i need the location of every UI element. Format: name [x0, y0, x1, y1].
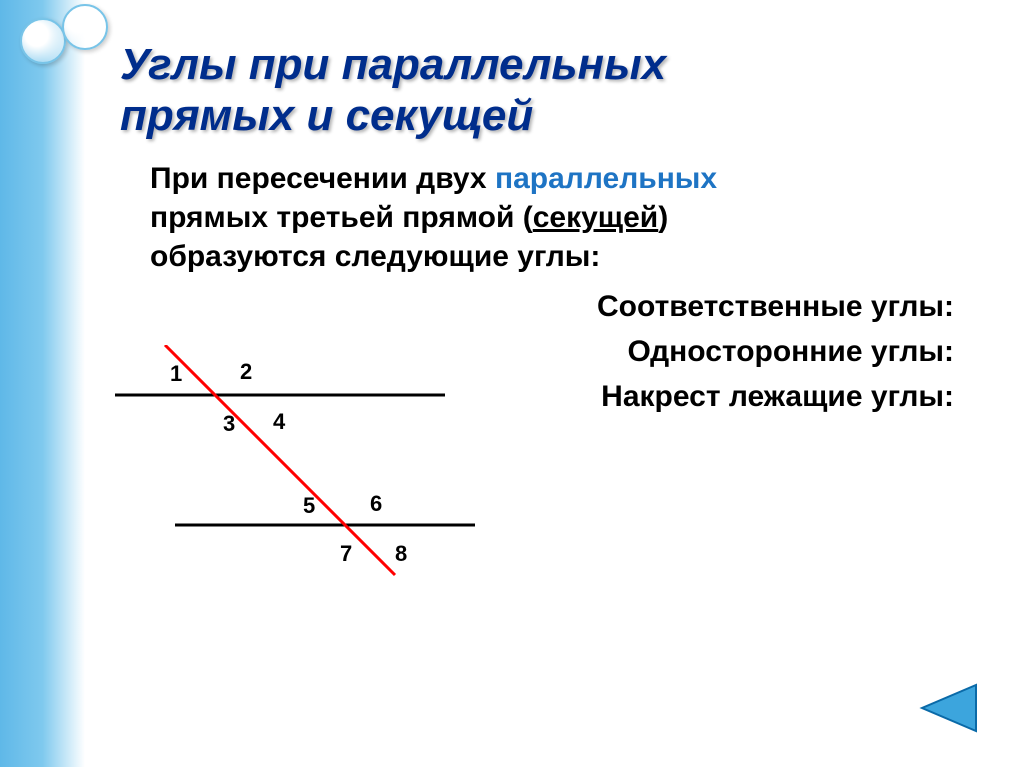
angle-label-4: 4: [273, 409, 286, 434]
nav-back-button[interactable]: [914, 679, 984, 737]
intro-part3: ): [658, 201, 668, 234]
intro-text: При пересечении двух параллельных прямых…: [150, 159, 984, 276]
decor-circle-2: [62, 4, 108, 50]
decor-circle-1: [20, 18, 66, 64]
intro-part2: прямых третьей прямой (: [150, 201, 533, 234]
transversal-line: [165, 345, 395, 575]
angle-type-corresponding: Соответственные углы:: [120, 284, 984, 329]
sidebar-gradient: [0, 0, 85, 767]
angle-label-2: 2: [240, 359, 252, 384]
intro-part1: При пересечении двух: [150, 162, 495, 195]
angle-label-7: 7: [340, 541, 352, 566]
intro-part4: образуются следующие углы:: [150, 240, 600, 273]
intro-highlight: параллельных: [495, 162, 717, 195]
angle-label-5: 5: [303, 493, 315, 518]
angle-diagram: 1 2 3 4 5 6 7 8: [115, 345, 485, 605]
angle-label-8: 8: [395, 541, 407, 566]
angle-label-6: 6: [370, 491, 382, 516]
intro-underline: секущей: [533, 201, 659, 234]
title-line-2: прямых и секущей: [120, 91, 533, 140]
angle-label-3: 3: [223, 411, 235, 436]
title-line-1: Углы при параллельных: [120, 40, 666, 89]
angle-label-1: 1: [170, 361, 182, 386]
slide-title: Углы при параллельных прямых и секущей: [120, 40, 984, 141]
